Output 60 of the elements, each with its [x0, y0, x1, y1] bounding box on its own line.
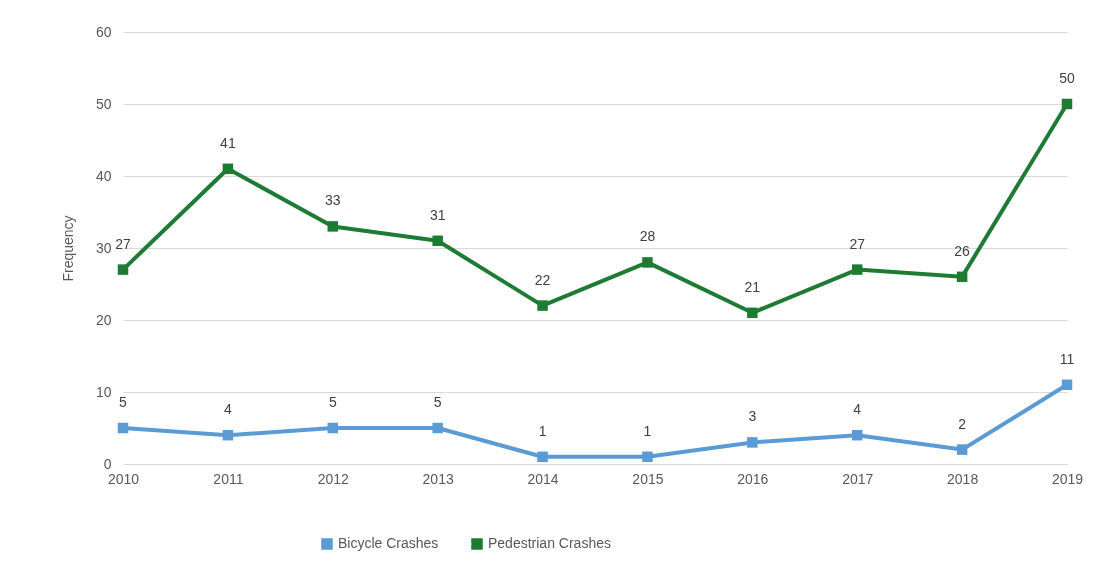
y-tick-label: 20	[95, 311, 112, 328]
point	[432, 422, 443, 434]
data-label: 4	[223, 401, 232, 418]
y-tick-label: 40	[95, 167, 112, 184]
data-label: 27	[849, 235, 866, 252]
point	[327, 422, 339, 434]
y-tick-label: 0	[103, 455, 112, 472]
x-tick-label: 2011	[213, 470, 244, 487]
x-tick-label: 2019	[1051, 470, 1084, 487]
point	[432, 235, 443, 247]
point	[1061, 379, 1073, 391]
point	[117, 264, 129, 275]
data-label: 5	[119, 394, 128, 410]
x-tick-label: 2017	[842, 470, 874, 487]
point	[956, 271, 968, 283]
x-tick-label: 2014	[527, 470, 559, 487]
point	[642, 451, 653, 463]
y-tick-label: 60	[95, 23, 112, 40]
x-tick-label: 2012	[317, 470, 350, 487]
point	[222, 163, 234, 175]
data-label: 26	[954, 242, 971, 259]
x-tick-label: 2013	[422, 470, 454, 487]
data-label: 11	[1059, 350, 1075, 367]
x-tick-label: 2016	[737, 470, 769, 487]
data-label: 31	[429, 206, 446, 223]
data-label: 2	[958, 415, 967, 432]
point	[851, 429, 863, 441]
data-label: 5	[328, 394, 337, 410]
data-label: 1	[538, 422, 547, 439]
point	[642, 257, 653, 268]
point	[851, 264, 863, 275]
y-tick-label: 30	[95, 239, 112, 256]
x-tick-label: 2015	[632, 470, 664, 487]
point	[1061, 98, 1073, 110]
x-tick-label: 2018	[947, 470, 979, 487]
data-label: 50	[1059, 70, 1075, 86]
data-label: 1	[643, 422, 652, 439]
data-label: 41	[220, 134, 236, 151]
data-label: 5	[433, 394, 442, 410]
y-axis-title: Frequency	[59, 215, 76, 282]
y-tick-label: 10	[95, 383, 112, 400]
point	[117, 422, 129, 434]
data-label: 28	[639, 228, 656, 245]
point	[537, 451, 548, 463]
point	[537, 300, 548, 311]
point	[747, 307, 758, 319]
y-tick-label: 50	[95, 95, 112, 112]
point	[327, 221, 339, 232]
data-label: 21	[744, 278, 761, 295]
legend-label: Pedestrian Crashes	[488, 535, 611, 551]
data-label: 27	[115, 235, 131, 252]
point	[222, 429, 234, 441]
point	[956, 444, 968, 455]
data-label: 33	[324, 192, 341, 209]
data-label: 3	[748, 408, 757, 425]
data-label: 4	[853, 401, 862, 418]
legend-label: Bicycle Crashes	[338, 535, 439, 551]
x-tick-label: 2010	[107, 470, 140, 487]
data-label: 22	[534, 271, 551, 288]
point	[747, 437, 758, 448]
